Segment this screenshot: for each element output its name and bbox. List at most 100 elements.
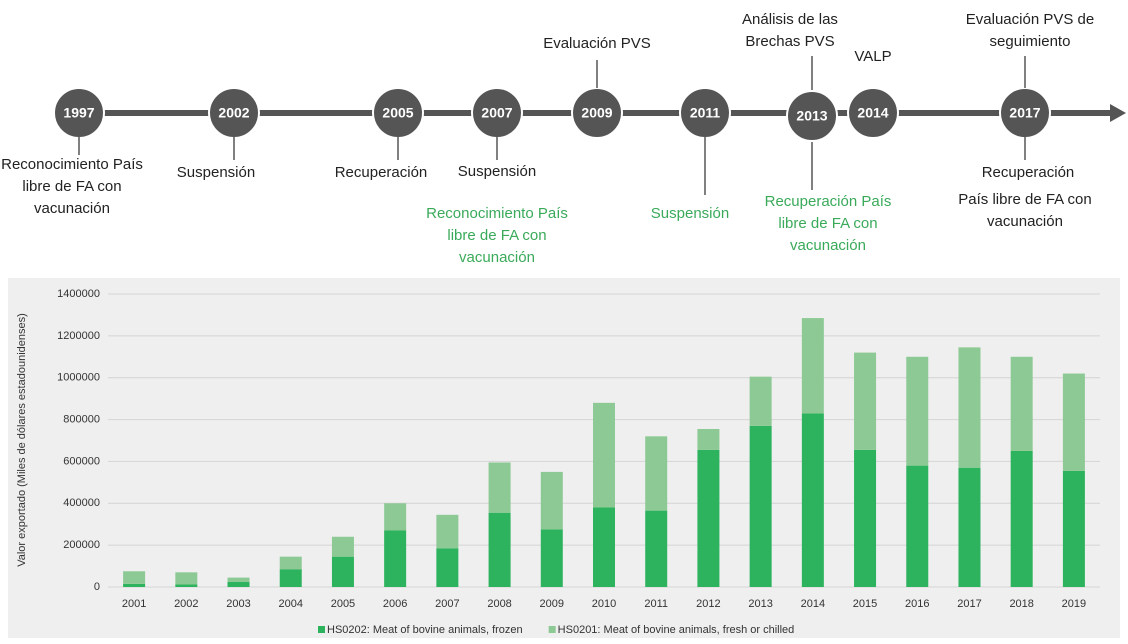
node-year: 2017 (1009, 105, 1040, 121)
event-label: País libre de FA con (958, 191, 1091, 208)
bar-segment (123, 583, 146, 587)
bar-segment (436, 548, 459, 587)
event-label: Reconocimiento País (426, 205, 568, 222)
legend-label: HS0201: Meat of bovine animals, fresh or… (558, 624, 795, 636)
bar-segment (749, 425, 772, 587)
x-tick-label: 2001 (122, 598, 146, 610)
event-label: Reconocimiento País (1, 156, 143, 173)
event-label: Análisis de las (742, 11, 838, 28)
bar-segment (906, 356, 929, 466)
bar-segment (279, 556, 302, 570)
node-year: 2007 (481, 105, 512, 121)
x-tick-label: 2008 (487, 598, 511, 610)
bar-segment (906, 465, 929, 587)
event-label: Evaluación PVS de (966, 11, 1094, 28)
bar-segment (697, 449, 720, 587)
bar-segment (175, 584, 198, 587)
y-axis-label: Valor exportado (Miles de dólares estado… (16, 313, 28, 567)
event-label: Suspensión (177, 164, 255, 181)
legend-swatch (318, 626, 325, 633)
timeline-arrow (1110, 104, 1126, 122)
x-tick-label: 2017 (957, 598, 981, 610)
event-label: vacunación (790, 237, 866, 254)
timeline-node (847, 87, 899, 139)
y-tick-label: 0 (94, 581, 100, 593)
bar-segment (1010, 356, 1033, 451)
bar-segment (331, 536, 354, 557)
event-label: Recuperación (335, 164, 428, 181)
x-tick-label: 2004 (278, 598, 302, 610)
bar-segment (958, 347, 981, 468)
bar-segment (645, 510, 668, 587)
y-tick-label: 200000 (63, 539, 100, 551)
y-tick-label: 1200000 (57, 330, 100, 342)
bar-segment (436, 514, 459, 549)
x-tick-label: 2009 (540, 598, 564, 610)
node-year: 2005 (382, 105, 413, 121)
event-label: libre de FA con (778, 215, 877, 232)
event-label: Brechas PVS (745, 33, 834, 50)
y-tick-label: 1000000 (57, 372, 100, 384)
x-tick-label: 2013 (748, 598, 772, 610)
bar-segment (540, 529, 563, 587)
event-label: vacunación (459, 249, 535, 266)
legend-swatch (548, 626, 556, 633)
event-label: libre de FA con (22, 178, 121, 195)
event-label: vacunación (34, 200, 110, 217)
bar-segment (645, 436, 668, 511)
x-tick-label: 2003 (226, 598, 250, 610)
y-tick-label: 400000 (63, 497, 100, 509)
x-tick-label: 2018 (1009, 598, 1033, 610)
event-label: Suspensión (651, 205, 729, 222)
event-label: Recuperación País (765, 193, 892, 210)
y-tick-label: 800000 (63, 413, 100, 425)
event-label: Suspensión (458, 163, 536, 180)
bar-segment (801, 413, 824, 587)
bar-segment (854, 352, 877, 450)
bar-segment (384, 530, 407, 587)
bar-segment (593, 507, 615, 587)
bar-segment (1010, 450, 1033, 587)
bar-segment (1062, 470, 1085, 587)
bar-segment (227, 581, 250, 587)
x-tick-label: 2006 (383, 598, 407, 610)
bar-segment (958, 467, 981, 587)
x-tick-label: 2014 (801, 598, 825, 610)
y-tick-label: 1400000 (57, 288, 100, 300)
event-label: seguimiento (990, 33, 1071, 50)
legend-label: HS0202: Meat of bovine animals, frozen (327, 624, 523, 636)
bar-segment (123, 571, 146, 584)
bar-segment (1062, 373, 1085, 471)
bar-segment (488, 462, 511, 513)
bar-segment (331, 556, 354, 587)
bar-segment (384, 503, 407, 531)
node-year: 2013 (796, 108, 827, 124)
node-year: 2002 (218, 105, 249, 121)
bar-segment (854, 449, 877, 587)
bar-segment (279, 569, 302, 587)
bar-segment (227, 577, 250, 582)
x-tick-label: 2011 (644, 598, 668, 610)
x-tick-label: 2019 (1062, 598, 1086, 610)
node-year: 2011 (690, 105, 721, 121)
node-year: 2009 (581, 105, 612, 121)
x-tick-label: 2016 (905, 598, 929, 610)
bar-segment (749, 376, 772, 426)
event-label: libre de FA con (447, 227, 546, 244)
event-label: Evaluación PVS (543, 35, 651, 52)
bar-segment (593, 402, 615, 508)
bar-segment (175, 572, 198, 585)
node-year: 1997 (63, 105, 94, 121)
bar-segment (488, 512, 511, 587)
y-tick-label: 600000 (63, 455, 100, 467)
x-tick-label: 2005 (331, 598, 355, 610)
node-year: 2014 (857, 105, 888, 121)
bar-segment (540, 471, 563, 530)
x-tick-label: 2002 (174, 598, 198, 610)
timeline-node (786, 90, 838, 142)
x-tick-label: 2010 (592, 598, 616, 610)
event-label: VALP (854, 48, 891, 65)
event-label: vacunación (987, 213, 1063, 230)
bar-segment (801, 318, 824, 414)
